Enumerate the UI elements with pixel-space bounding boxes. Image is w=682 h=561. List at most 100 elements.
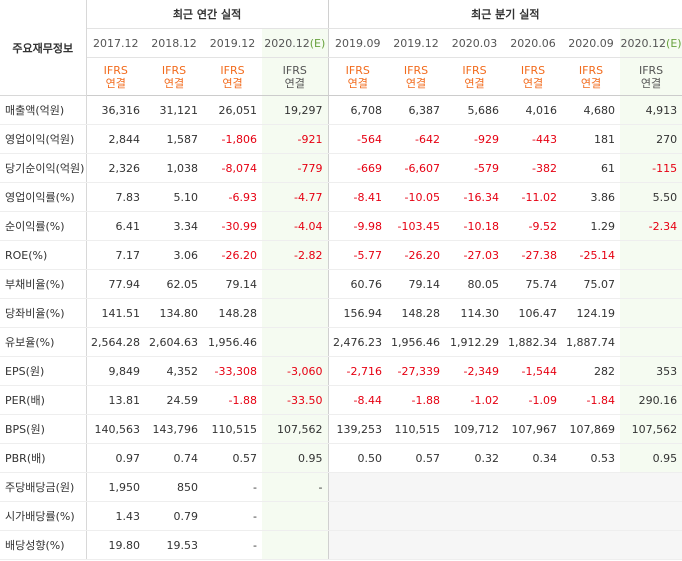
table-cell: -8,074 (203, 153, 262, 183)
table-cell: 1.43 (86, 501, 145, 531)
table-cell (620, 530, 682, 560)
table-cell: -9.98 (328, 211, 388, 241)
table-cell: - (262, 472, 329, 502)
table-cell: 2,564.28 (86, 327, 145, 357)
table-cell: 24.59 (145, 385, 203, 415)
table-cell: 2,844 (86, 124, 145, 154)
table-cell: 0.57 (387, 443, 446, 473)
table-cell: 6,708 (328, 95, 388, 125)
table-cell: 107,869 (562, 414, 621, 444)
table-cell: -1.88 (203, 385, 262, 415)
period-label: 2020.03 (451, 36, 498, 50)
row-label: 당좌비율(%) (0, 298, 87, 328)
table-row: PBR(배) 0.97 0.74 0.57 0.95 0.50 0.57 0.32 0.34 0.… (0, 443, 682, 473)
table-row: 당좌비율(%) 141.51 134.80 148.28 156.94 148.28 114… (0, 298, 682, 328)
table-cell (504, 472, 563, 502)
table-cell: 141.51 (86, 298, 145, 328)
table-cell (262, 269, 329, 299)
gaap-scope: 연결 (405, 76, 427, 90)
row-label: ROE(%) (0, 240, 87, 270)
row-label: 영업이익(억원) (0, 124, 87, 154)
table-cell: -10.18 (445, 211, 505, 241)
table-cell: 140,563 (86, 414, 145, 444)
table-cell: 139,253 (328, 414, 388, 444)
table-cell (262, 327, 329, 357)
table-cell: 0.32 (445, 443, 505, 473)
table-cell: 134.80 (145, 298, 203, 328)
table-cell (620, 501, 682, 531)
table-cell: -1.09 (504, 385, 563, 415)
table-cell (328, 472, 388, 502)
table-cell: 9,849 (86, 356, 145, 386)
period-header: 2019.12 (387, 28, 446, 58)
table-cell: 75.74 (504, 269, 563, 299)
row-label: EPS(원) (0, 356, 87, 386)
table-cell: -2.82 (262, 240, 329, 270)
table-cell (387, 472, 446, 502)
period-header: 2020.12(E) (262, 28, 329, 58)
table-cell: 0.79 (145, 501, 203, 531)
table-cell: 107,562 (620, 414, 682, 444)
table-cell: 4,680 (562, 95, 621, 125)
table-cell: 110,515 (387, 414, 446, 444)
table-cell: 148.28 (387, 298, 446, 328)
table-cell: -27,339 (387, 356, 446, 386)
table-cell (445, 501, 505, 531)
row-label: PER(배) (0, 385, 87, 415)
gaap-scope: 연결 (464, 76, 485, 90)
quarterly-title: 최근 분기 실적 (328, 0, 682, 29)
table-cell: 75.07 (562, 269, 621, 299)
table-cell: -642 (387, 124, 446, 154)
table-cell (387, 501, 446, 531)
table-cell: 282 (562, 356, 621, 386)
table-cell: -26.20 (203, 240, 262, 270)
table-cell: 156.94 (328, 298, 388, 328)
table-cell: 5.10 (145, 182, 203, 212)
table-cell (262, 530, 329, 560)
table-cell: 1,038 (145, 153, 203, 183)
table-row: EPS(원) 9,849 4,352 -33,308 -3,060 -2,716 -27,3… (0, 356, 682, 386)
table-cell: 80.05 (445, 269, 505, 299)
table-cell (445, 530, 505, 560)
table-cell: 1.29 (562, 211, 621, 241)
table-cell: 1,912.29 (445, 327, 505, 357)
period-label: 2019.12 (393, 36, 439, 50)
table-row: 영업이익(억원) 2,844 1,587 -1,806 -921 -564 -642 -929… (0, 124, 682, 154)
table-cell: -30.99 (203, 211, 262, 241)
table-cell (504, 501, 563, 531)
period-header: 2020.03 (445, 28, 505, 58)
table-cell: 79.14 (387, 269, 446, 299)
gaap-header: IFRS 연결 (86, 57, 145, 96)
table-cell: -16.34 (445, 182, 505, 212)
table-cell: -579 (445, 153, 505, 183)
row-label: 시가배당률(%) (0, 501, 87, 531)
row-label-header: 주요재무정보 (0, 0, 87, 96)
gaap-scope: 연결 (640, 76, 662, 90)
table-cell (504, 530, 563, 560)
period-label: 2020.06 (510, 36, 556, 50)
gaap-scope: 연결 (222, 76, 243, 90)
table-cell (387, 530, 446, 560)
table-cell: 26,051 (203, 95, 262, 125)
table-cell: 124.19 (562, 298, 621, 328)
table-cell: 7.83 (86, 182, 145, 212)
row-label: 부채비율(%) (0, 269, 87, 299)
table-cell: -2.34 (620, 211, 682, 241)
table-cell: 61 (562, 153, 621, 183)
period-label: 2020.12 (264, 36, 310, 50)
table-cell (620, 327, 682, 357)
table-cell: 31,121 (145, 95, 203, 125)
period-header: 2019.12 (203, 28, 262, 58)
table-cell: -11.02 (504, 182, 563, 212)
table-cell: -8.44 (328, 385, 388, 415)
estimate-mark: (E) (666, 36, 682, 50)
table-cell: 0.95 (620, 443, 682, 473)
table-row: 당기순이익(억원) 2,326 1,038 -8,074 -779 -669 -6,607-… (0, 153, 682, 183)
gaap-header: IFRS 연결 (445, 57, 505, 96)
table-cell: 79.14 (203, 269, 262, 299)
period-label: 2017.12 (93, 36, 139, 50)
table-cell: 3.86 (562, 182, 621, 212)
table-cell: 107,562 (262, 414, 329, 444)
table-cell: 5.50 (620, 182, 682, 212)
table-row: 시가배당률(%) 1.43 0.79- (0, 501, 682, 531)
